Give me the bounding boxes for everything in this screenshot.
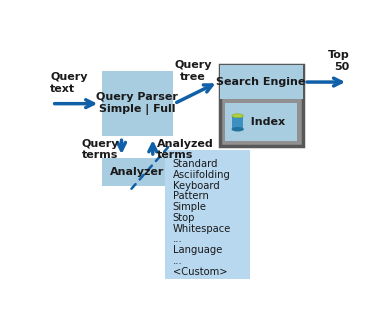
Text: Query
terms: Query terms (81, 139, 119, 160)
Text: Stop: Stop (173, 213, 195, 223)
FancyBboxPatch shape (220, 65, 303, 146)
Text: Analyzed
terms: Analyzed terms (157, 139, 214, 160)
FancyBboxPatch shape (220, 65, 303, 99)
Text: Standard: Standard (173, 159, 218, 169)
Text: Language: Language (173, 245, 222, 255)
FancyBboxPatch shape (165, 149, 250, 279)
Text: Index: Index (243, 117, 285, 128)
Text: Query
text: Query text (50, 72, 88, 93)
Text: Asciifolding: Asciifolding (173, 170, 230, 180)
FancyBboxPatch shape (225, 103, 297, 142)
Text: Simple: Simple (173, 202, 207, 212)
FancyBboxPatch shape (232, 116, 243, 129)
Text: Query Parser
Simple | Full: Query Parser Simple | Full (96, 92, 178, 115)
Text: Query
tree: Query tree (174, 60, 212, 82)
FancyBboxPatch shape (102, 158, 173, 186)
Text: Search Engine: Search Engine (216, 77, 306, 87)
Text: <Custom>: <Custom> (173, 266, 227, 277)
Text: ...: ... (173, 256, 183, 266)
Text: ...: ... (173, 234, 183, 244)
Text: Top
50: Top 50 (328, 51, 349, 72)
Text: Whitespace: Whitespace (173, 224, 231, 234)
FancyBboxPatch shape (102, 71, 173, 136)
Ellipse shape (232, 114, 243, 118)
Ellipse shape (232, 127, 243, 131)
Text: Pattern: Pattern (173, 191, 209, 201)
Text: Analyzer: Analyzer (110, 167, 164, 177)
Text: Keyboard: Keyboard (173, 181, 220, 191)
